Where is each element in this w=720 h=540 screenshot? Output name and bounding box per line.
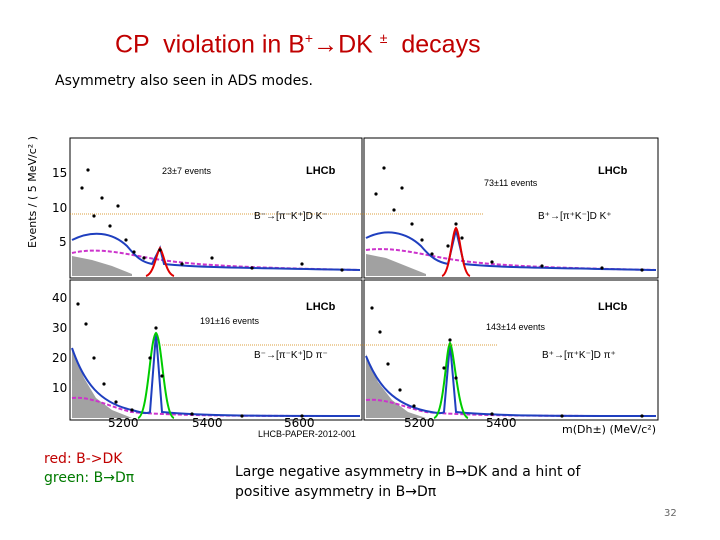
y-tick-top-10: 10 <box>52 201 67 215</box>
conclusion-text: Large negative asymmetry in B→DK and a h… <box>235 462 635 502</box>
panel-bottom-right <box>363 279 659 421</box>
lhcb-label-tl: LHCb <box>306 165 336 177</box>
arrow-icon: → <box>313 30 339 59</box>
legend-green: green: B→Dπ <box>44 469 134 488</box>
decay-mode-bl: B⁻→[π⁻K⁺]D π⁻ <box>254 350 328 361</box>
title-charge-pm: ± <box>379 30 388 46</box>
signal-peak-dk-minus <box>145 246 175 277</box>
paper-reference: LHCB-PAPER-2012-001 <box>258 429 356 439</box>
y-tick-top-5: 5 <box>59 235 67 249</box>
page-number: 32 <box>664 508 677 519</box>
signal-peak-dpi-minus <box>137 331 175 419</box>
lhcb-label-br: LHCb <box>598 301 628 313</box>
title-text-decays: decays <box>387 30 481 59</box>
y-tick-bottom-40: 40 <box>52 291 67 305</box>
x-axis-label: m(Dh±) (MeV/c²) <box>562 423 656 436</box>
arrow-icon: → <box>455 464 468 480</box>
y-tick-bottom-30: 30 <box>52 321 67 335</box>
x-tick-5200-right: 5200 <box>404 416 435 430</box>
y-axis-label: Events / ( 5 MeV/c² ) <box>26 136 39 248</box>
arrow-icon: → <box>103 470 115 486</box>
slide-title: CP violation in B+→DK ± decays <box>115 30 481 59</box>
arrow-icon: → <box>405 484 417 500</box>
x-tick-5200-left: 5200 <box>108 416 139 430</box>
signal-peak-dk-plus <box>441 226 471 277</box>
signal-peaks <box>137 226 471 419</box>
partly-reconstructed-background <box>72 254 426 418</box>
event-count-top-right: 73±11 events <box>484 178 538 188</box>
x-tick-5400-left: 5400 <box>192 416 223 430</box>
x-tick-5600-left: 5600 <box>284 416 315 430</box>
title-charge-plus: + <box>304 30 314 46</box>
y-tick-bottom-10: 10 <box>52 381 67 395</box>
decay-mode-tr: B⁺→[π⁺K⁻]D K⁺ <box>538 211 612 222</box>
conclusion-part-1: Large negative asymmetry in B <box>235 464 456 480</box>
title-text-dk: DK <box>338 30 380 59</box>
subtitle: Asymmetry also seen in ADS modes. <box>55 73 314 89</box>
separator-lines <box>70 213 498 346</box>
legend-green-text: green: B <box>44 470 104 486</box>
lhcb-label-tr: LHCb <box>598 165 628 177</box>
signal-peak-dpi-plus <box>433 341 469 419</box>
y-tick-top-15: 15 <box>52 166 67 180</box>
color-legend: red: B->DK green: B→Dπ <box>44 450 134 488</box>
data-points <box>76 166 644 418</box>
panel-top-right <box>363 137 659 279</box>
conclusion-part-3: Dπ <box>416 484 437 500</box>
conclusion-part-2: DK and a hint of positive asymmetry in B <box>235 464 581 500</box>
decay-mode-tl: B⁻→[π⁻K⁺]D K⁻ <box>254 211 328 222</box>
lhcb-mass-plots: Events / ( 5 MeV/c² ) 15 10 5 40 30 20 1… <box>26 136 659 439</box>
legend-red: red: B->DK <box>44 451 123 467</box>
panel-frames <box>69 137 659 421</box>
panel-top-left <box>69 137 363 279</box>
panel-bottom-left <box>69 279 363 421</box>
x-tick-5400-right: 5400 <box>486 416 517 430</box>
title-text: CP violation in B <box>115 30 305 59</box>
event-count-top-left: 23±7 events <box>162 166 211 176</box>
legend-green-dpi: Dπ <box>114 470 135 486</box>
decay-mode-br: B⁺→[π⁺K⁻]D π⁺ <box>542 350 616 361</box>
lhcb-label-bl: LHCb <box>306 301 336 313</box>
y-tick-bottom-20: 20 <box>52 351 67 365</box>
event-count-bottom-left: 191±16 events <box>200 316 259 326</box>
event-count-bottom-right: 143±14 events <box>486 322 545 332</box>
